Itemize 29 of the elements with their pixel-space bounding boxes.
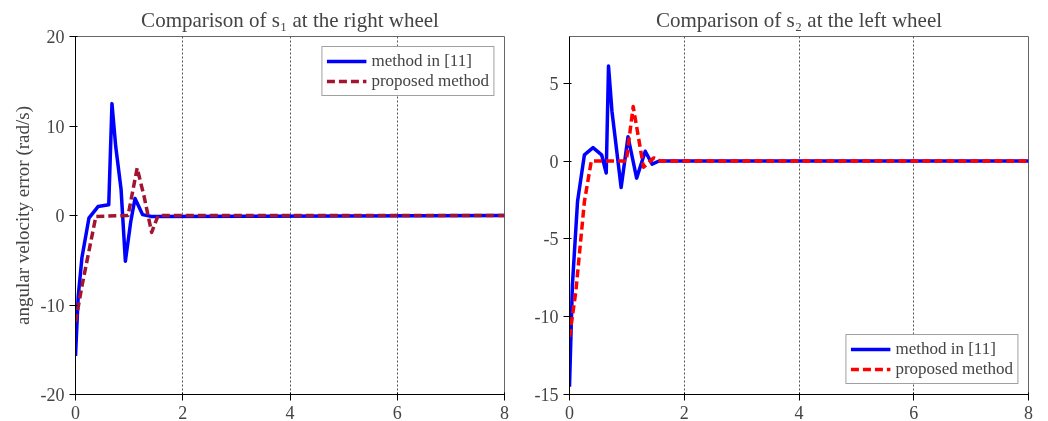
x-tick-label: 2 [679,402,689,421]
y-tick-label: -5 [543,229,559,250]
x-tick-label: 0 [565,402,574,421]
legend-label: proposed method [895,359,1013,379]
line-series [75,166,505,324]
y-tick-label: 10 [46,116,65,137]
y-axis-title: angular velocity error (rad/s) [11,106,34,325]
y-tick-label: -10 [534,307,559,328]
x-tick-label: 4 [285,402,295,421]
x-tick-label: 4 [794,402,804,421]
line-series [569,104,1029,339]
y-tick-label: 20 [46,27,65,47]
y-tick-label: 0 [55,206,65,226]
y-tick-label: -10 [40,295,65,316]
y-tick-label: 5 [549,73,559,94]
x-tick-label: 0 [71,402,80,421]
y-tick-label: 0 [549,151,559,172]
x-tick-label: 6 [392,402,402,421]
x-tick-label: 6 [909,402,919,421]
y-tick-label: -20 [40,385,65,405]
legend-label: proposed method [371,71,489,91]
y-tick-label: -15 [534,385,559,405]
x-tick-label: 2 [178,402,188,421]
x-tick-label: 8 [500,402,509,421]
chart-title: Comparison of s₁ at the right wheel [141,7,440,32]
x-tick-label: 8 [1024,402,1033,421]
legend-label: method in [11] [371,51,472,71]
legend-label: method in [11] [895,339,996,359]
chart-title: Comparison of s₂ at the left wheel [655,7,943,32]
